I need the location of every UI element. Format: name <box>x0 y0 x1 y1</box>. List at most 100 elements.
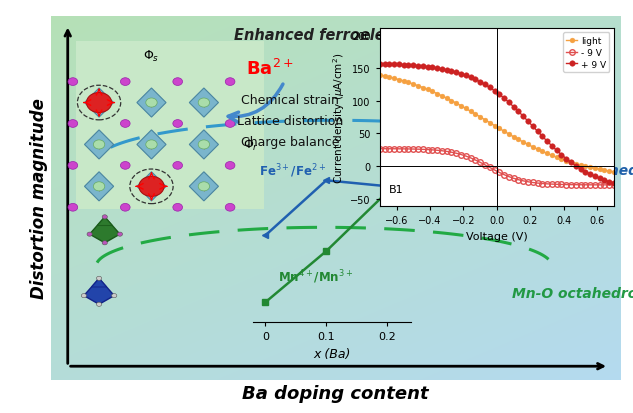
+ 9 V <box>567 160 575 165</box>
light <box>491 124 498 129</box>
+ 9 V <box>496 93 503 97</box>
+ 9 V <box>543 139 551 144</box>
+ 9 V <box>577 167 584 172</box>
- 9 V <box>404 147 412 152</box>
- 9 V <box>414 147 422 152</box>
Circle shape <box>120 120 130 128</box>
Circle shape <box>117 233 123 237</box>
+ 9 V <box>395 63 403 68</box>
+ 9 V <box>443 68 451 73</box>
+ 9 V <box>529 124 537 129</box>
- 9 V <box>567 183 575 188</box>
- 9 V <box>543 182 551 187</box>
+ 9 V <box>548 144 556 149</box>
light <box>472 112 479 117</box>
Line: light: light <box>377 74 617 175</box>
light <box>400 79 408 84</box>
Circle shape <box>102 215 108 219</box>
light <box>543 152 551 157</box>
light <box>524 142 532 147</box>
Circle shape <box>198 140 210 150</box>
light <box>496 127 503 132</box>
+ 9 V <box>562 157 570 162</box>
+ 9 V <box>467 76 474 81</box>
light <box>376 74 384 78</box>
+ 9 V <box>558 153 565 158</box>
- 9 V <box>582 183 589 188</box>
+ 9 V <box>472 78 479 83</box>
Text: Fe$^{3+}$/Fe$^{2+}$: Fe$^{3+}$/Fe$^{2+}$ <box>260 161 327 179</box>
Circle shape <box>139 177 164 197</box>
light <box>534 147 541 152</box>
+ 9 V <box>605 180 613 185</box>
Circle shape <box>68 78 78 86</box>
Circle shape <box>173 120 182 128</box>
- 9 V <box>472 158 479 163</box>
+ 9 V <box>515 109 522 114</box>
- 9 V <box>434 148 441 153</box>
- 9 V <box>562 183 570 188</box>
light <box>429 90 436 95</box>
light <box>443 97 451 102</box>
+ 9 V <box>510 105 517 110</box>
light <box>414 84 422 89</box>
X-axis label: x (Ba): x (Ba) <box>313 347 351 360</box>
+ 9 V <box>520 114 527 119</box>
- 9 V <box>510 176 517 181</box>
- 9 V <box>462 154 470 159</box>
- 9 V <box>529 180 537 185</box>
- 9 V <box>400 147 408 152</box>
+ 9 V <box>477 80 484 85</box>
- 9 V <box>524 180 532 185</box>
light <box>500 129 508 134</box>
light <box>410 82 417 87</box>
- 9 V <box>548 182 556 187</box>
light <box>562 159 570 164</box>
Polygon shape <box>137 172 166 202</box>
Text: Ba doping content: Ba doping content <box>242 385 429 402</box>
+ 9 V <box>457 72 465 77</box>
light <box>510 135 517 140</box>
Circle shape <box>94 140 105 150</box>
light <box>385 76 393 81</box>
- 9 V <box>572 183 580 188</box>
Polygon shape <box>84 172 114 202</box>
light <box>529 145 537 150</box>
Circle shape <box>225 204 235 211</box>
- 9 V <box>596 183 603 188</box>
Circle shape <box>68 204 78 211</box>
- 9 V <box>395 147 403 152</box>
+ 9 V <box>424 65 432 70</box>
Circle shape <box>146 140 157 150</box>
Circle shape <box>173 204 182 211</box>
Text: B1: B1 <box>389 184 404 194</box>
light <box>477 115 484 120</box>
+ 9 V <box>400 63 408 68</box>
light <box>457 104 465 109</box>
Circle shape <box>68 120 78 128</box>
- 9 V <box>491 168 498 173</box>
- 9 V <box>467 156 474 161</box>
- 9 V <box>496 171 503 176</box>
+ 9 V <box>462 74 470 79</box>
Polygon shape <box>84 131 114 160</box>
- 9 V <box>486 166 494 171</box>
- 9 V <box>457 153 465 158</box>
+ 9 V <box>572 164 580 169</box>
- 9 V <box>553 183 560 188</box>
Circle shape <box>111 294 117 298</box>
Text: Mn$^{4+}$/Mn$^{3+}$: Mn$^{4+}$/Mn$^{3+}$ <box>277 268 353 285</box>
- 9 V <box>448 150 455 155</box>
Polygon shape <box>189 172 218 202</box>
light <box>391 77 398 82</box>
Text: Ba$^{2+}$: Ba$^{2+}$ <box>246 59 294 79</box>
- 9 V <box>601 183 608 188</box>
Circle shape <box>173 162 182 170</box>
- 9 V <box>515 178 522 183</box>
Polygon shape <box>189 89 218 118</box>
- 9 V <box>539 182 546 187</box>
- 9 V <box>500 173 508 178</box>
Circle shape <box>198 99 210 108</box>
light <box>467 109 474 114</box>
Text: Distortion magnitude: Distortion magnitude <box>30 98 48 299</box>
